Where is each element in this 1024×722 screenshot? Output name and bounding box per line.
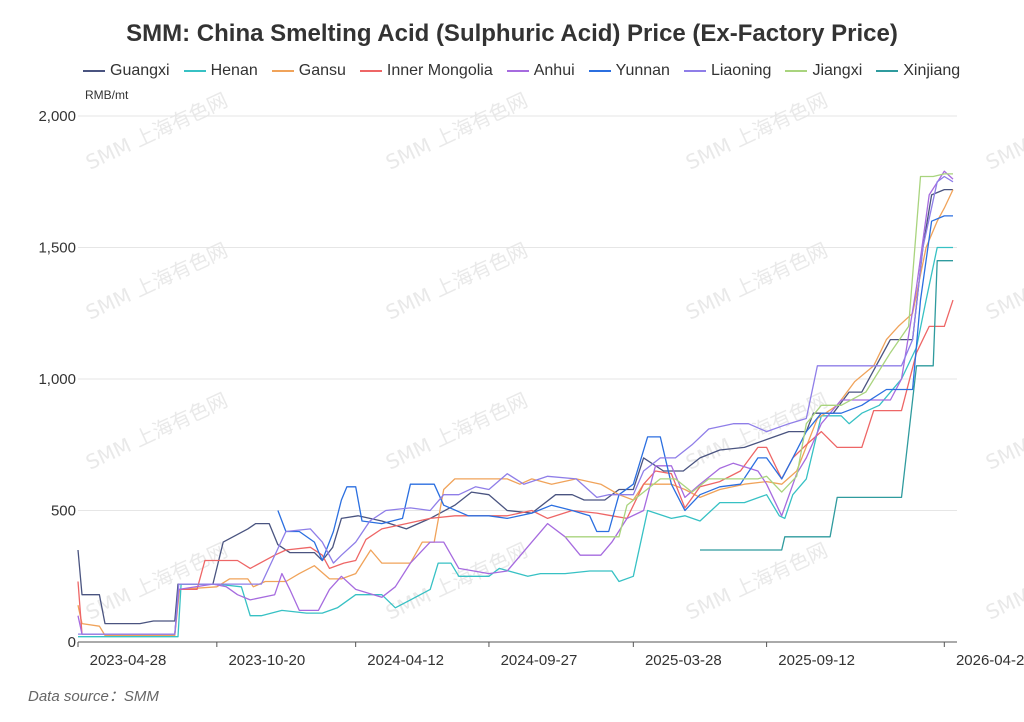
legend-label: Xinjiang [903,62,961,79]
x-tick-label: 2025-09-12 [778,652,855,669]
legend-swatch [785,70,808,72]
y-tick-label: 0 [68,634,76,651]
watermark-text: SMM 上海有色网 [982,388,1024,475]
series-layer [77,170,954,638]
watermark-text: SMM 上海有色网 [682,388,831,475]
legend-item[interactable]: Guangxi [83,62,170,80]
legend-label: Anhui [533,62,575,79]
series-line-liaoning [78,175,954,635]
legend-item[interactable]: Xinjiang [876,62,960,80]
watermark-text: SMM 上海有色网 [382,538,531,625]
legend-swatch [359,70,382,72]
legend-item[interactable]: Yunnan [588,62,670,80]
legend-label: Yunnan [615,62,670,79]
watermark-text: SMM 上海有色网 [682,538,831,625]
legend-swatch [876,70,899,72]
legend-label: Henan [210,62,258,79]
legend-label: Inner Mongolia [386,62,493,79]
series-line-xinjiang [700,260,953,551]
y-tick-label: 1,000 [38,371,76,388]
legend-item[interactable]: Jiangxi [785,62,862,80]
watermark-text: SMM 上海有色网 [82,388,231,475]
watermark-text: SMM 上海有色网 [82,88,231,175]
legend-swatch [183,70,206,72]
x-tick-label: 2024-04-12 [367,652,444,669]
legend-swatch [271,70,294,72]
legend-item[interactable]: Anhui [506,62,575,80]
x-tick-label: 2025-03-28 [645,652,722,669]
legend-item[interactable]: Henan [183,62,258,80]
legend-swatch [506,70,529,72]
legend-label: Liaoning [710,62,772,79]
series-line-henan [78,246,953,638]
axes: 0 500 1,000 1,500 2,000 2023-04-28 2023-10-20 2… [38,108,1024,669]
legend: Guangxi Henan Gansu Inner Mongolia Anhui Yunn… [83,62,974,80]
x-tick-label: 2024-09-27 [501,652,578,669]
series-line-yunnan [277,215,953,562]
y-tick-label: 500 [51,503,76,520]
legend-label: Jiangxi [812,62,863,79]
x-tick-label: 2023-04-28 [90,652,167,669]
legend-label: Gansu [298,62,346,79]
watermark-text: SMM 上海有色网 [382,238,531,325]
watermark-text: SMM 上海有色网 [682,88,831,175]
legend-swatch [683,70,706,72]
x-tick-label: 2026-04-24 [956,652,1024,669]
watermark-text: SMM 上海有色网 [82,238,231,325]
grid [78,115,957,511]
data-source-note: Data source：SMM [28,688,159,705]
watermark-text: SMM 上海有色网 [682,238,831,325]
watermark-text: SMM 上海有色网 [382,388,531,475]
watermark-text: SMM 上海有色网 [982,88,1024,175]
y-axis-unit: RMB/mt [85,88,129,102]
legend-swatch [83,70,105,72]
legend-swatch [588,70,611,72]
legend-label: Guangxi [110,62,170,79]
x-tick-label: 2023-10-20 [228,652,305,669]
chart-title: SMM: China Smelting Acid (Sulphuric Acid… [126,20,898,47]
series-line-jiangxi [565,173,953,538]
series-line-anhui [77,170,954,635]
watermark-text: SMM 上海有色网 [382,88,531,175]
legend-item[interactable]: Gansu [271,62,346,80]
y-tick-label: 2,000 [38,108,76,125]
watermark-text: SMM 上海有色网 [982,238,1024,325]
legend-item[interactable]: Liaoning [683,62,772,80]
legend-item[interactable]: Inner Mongolia [359,62,493,80]
series-line-guangxi [77,188,953,625]
watermark-text: SMM 上海有色网 [82,538,231,625]
y-tick-label: 1,500 [38,240,76,257]
watermark-text: SMM 上海有色网 [982,538,1024,625]
